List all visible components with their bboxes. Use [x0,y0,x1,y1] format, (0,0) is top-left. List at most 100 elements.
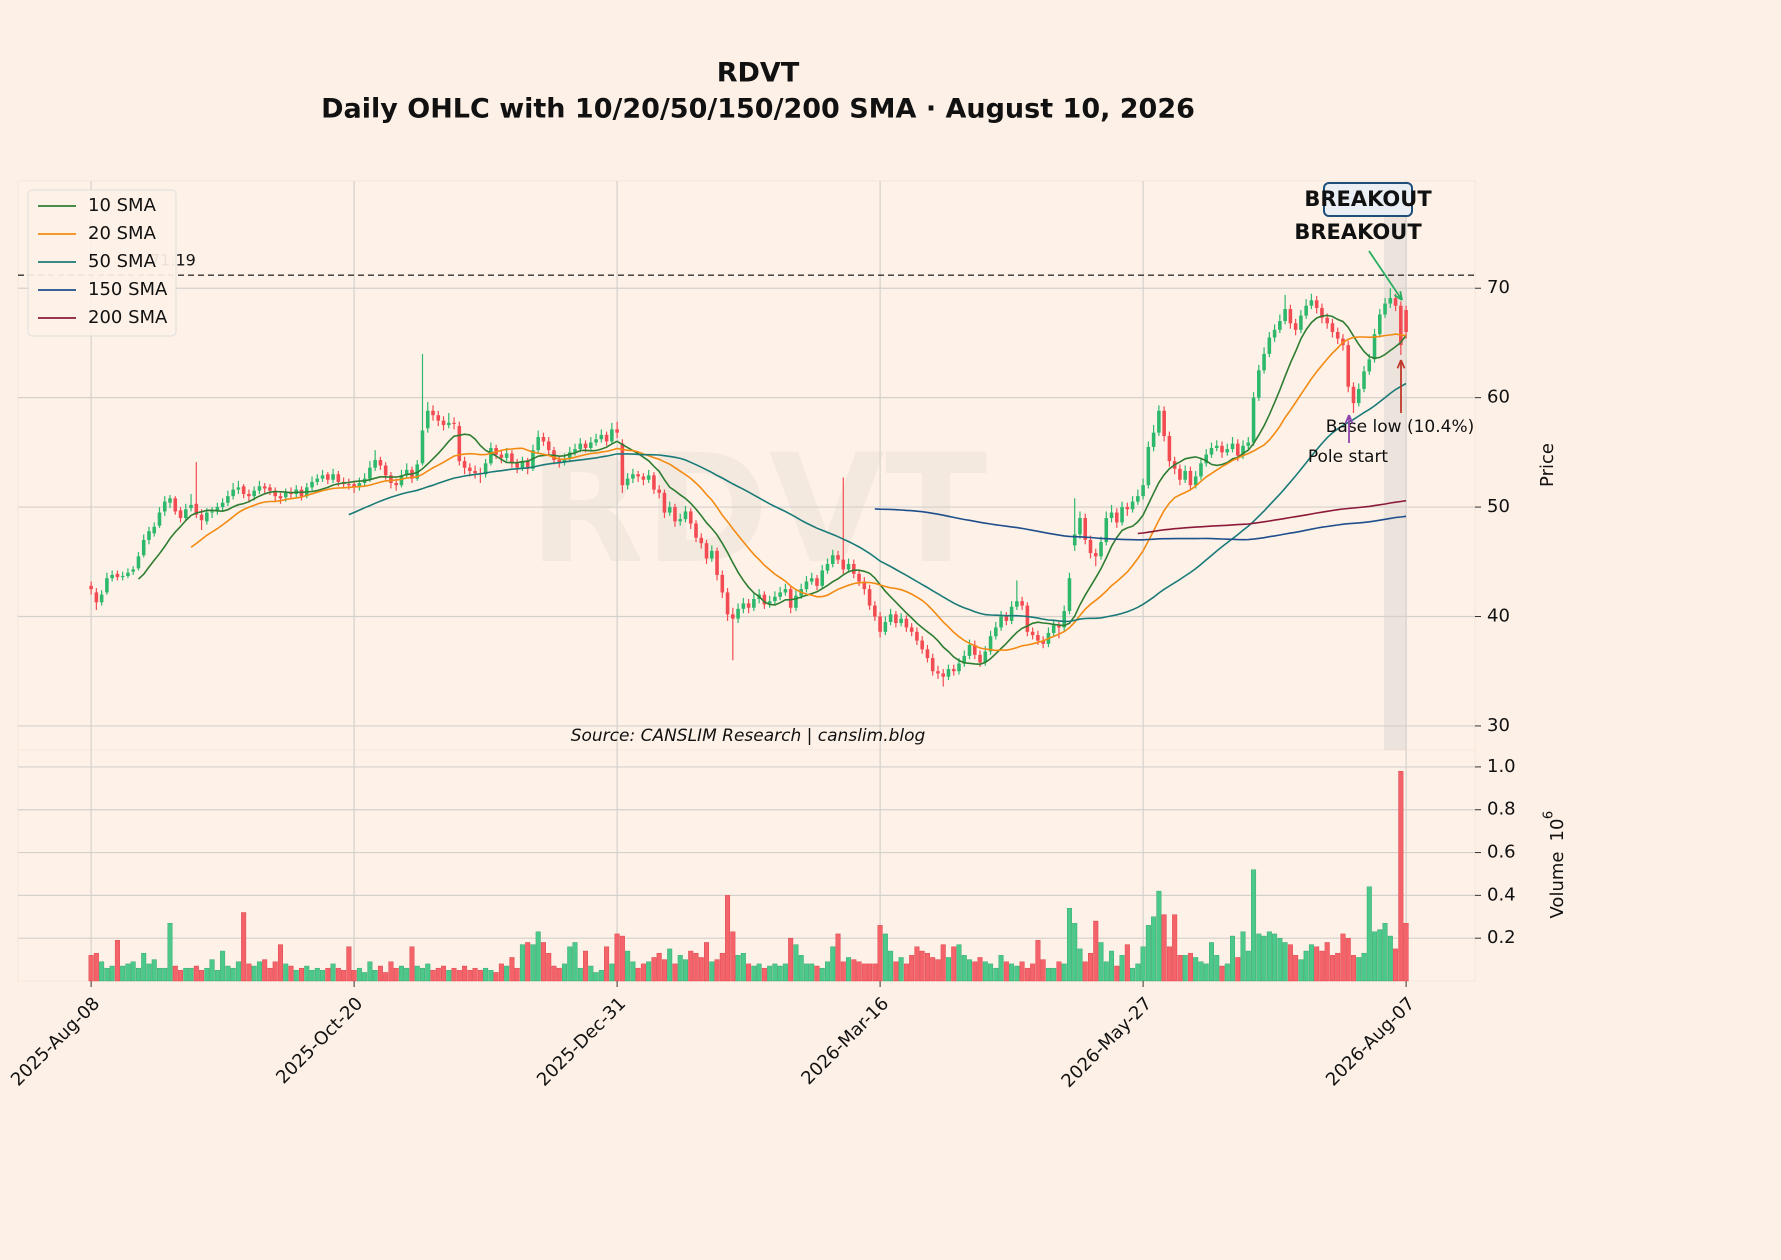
candle-body [1335,332,1340,339]
candle-body [951,669,956,672]
volume-bar [283,963,289,982]
volume-bar [856,961,862,982]
candle-body [226,496,230,503]
candle-body [662,492,667,513]
candle-body [599,434,604,440]
candle-body [604,434,609,442]
volume-bar [125,963,131,982]
volume-bar [1024,967,1030,982]
volume-bar [141,952,147,982]
candle-body [962,655,967,664]
candle-body [578,443,583,450]
volume-bar [1256,933,1262,982]
candle-body [836,555,840,560]
candle-body [1393,298,1398,306]
volume-bar [1130,967,1136,982]
volume-bar [1340,933,1346,982]
candle-body [830,555,835,564]
candle-body [283,492,288,498]
candle-body [883,621,888,632]
volume-bar [1345,937,1351,982]
volume-bar [241,912,247,982]
candle-body [1057,625,1061,628]
legend-label: 150 SMA [88,279,168,300]
candle-body [220,502,225,508]
volume-bar [246,963,252,982]
volume-bar [835,933,841,982]
volume-offset-exponent: 6 [1542,811,1557,819]
volume-bar [272,961,278,982]
volume-bar [872,963,878,982]
candle-body [925,649,930,659]
volume-bar [1035,940,1041,982]
volume-bar [1361,952,1367,982]
volume-bar [441,965,447,982]
volume-bar [1009,963,1015,982]
candle-body [215,507,220,512]
candle-body [815,578,819,586]
volume-bar [846,957,852,982]
candle-body [1125,507,1130,510]
candle-body [1214,445,1219,448]
sma-line [348,382,1407,623]
volume-bar [1003,961,1009,982]
candle-body [1093,553,1098,557]
candle-body [783,589,788,593]
candle-body [1330,323,1335,333]
volume-bar [851,959,857,982]
candle-body [320,475,325,479]
volume-bar [556,967,562,982]
candle-body [383,465,388,476]
volume-bar [993,967,999,982]
candle-body [1220,445,1224,453]
volume-bar [388,961,394,982]
volume-bar [593,972,599,982]
candle-body [709,550,714,559]
candle-body [1299,315,1303,330]
volume-bar [462,965,468,982]
volume-bar [172,965,178,982]
volume-bar [204,967,210,982]
volume-bar [735,955,741,982]
volume-bar [719,952,725,982]
candle-body [189,504,193,509]
volume-bar [519,944,525,982]
volume-bar [919,950,925,982]
volume-bar [256,961,262,982]
candle-body [468,467,472,471]
candle-body [620,443,625,486]
candle-body [1262,353,1266,371]
candle-body [610,429,614,442]
volume-bar [288,965,294,982]
volume-bar [777,965,783,982]
candle-body [988,636,993,652]
candle-body [1009,606,1014,621]
candle-body [1199,463,1203,477]
candle-body [236,487,241,490]
candle-body [1293,323,1298,330]
volume-bar [446,970,452,982]
volume-bar [877,925,883,982]
volume-axis-label: Volume [1547,852,1568,919]
volume-bar [1324,942,1330,982]
candle-body [515,463,519,468]
candle-body [420,430,425,464]
candle-body [1246,442,1251,446]
volume-bar [451,967,457,982]
candle-body [636,474,640,477]
volume-bar [409,946,415,982]
candle-body [141,539,146,556]
candle-body [115,573,120,578]
y-tick-label: 0.4 [1487,884,1516,905]
volume-bar [1245,950,1251,982]
y-tick-label: 30 [1487,715,1510,736]
pole-start-arrow-head [1344,414,1354,424]
candle-body [631,474,635,479]
volume-offset-base: 10 [1547,819,1568,842]
volume-bar [88,955,94,982]
candle-body [720,574,725,593]
candle-body [1020,601,1024,606]
volume-bar [225,965,231,982]
candle-body [857,573,861,582]
volume-bar [672,963,678,982]
